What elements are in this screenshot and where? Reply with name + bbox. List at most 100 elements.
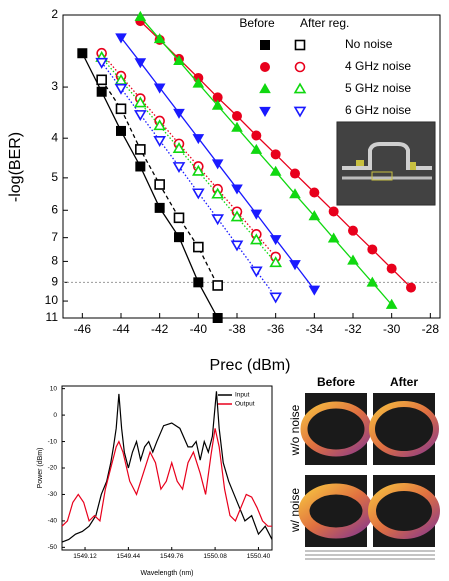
marker xyxy=(173,108,185,119)
marker xyxy=(328,206,339,217)
plot-frame xyxy=(62,14,441,319)
legend-label: No noise xyxy=(345,37,393,51)
marker xyxy=(96,86,107,97)
marker xyxy=(191,164,205,176)
y-tick-label: 7 xyxy=(51,230,58,244)
legend-marker xyxy=(260,62,270,72)
x-tick-label: 1549.76 xyxy=(160,553,184,560)
x-tick-label: -28 xyxy=(422,322,440,336)
series-line xyxy=(81,52,219,319)
series-line xyxy=(61,391,273,543)
x-tick-label: 1549.44 xyxy=(117,553,141,560)
marker xyxy=(154,179,165,190)
marker xyxy=(269,235,282,246)
legend-header: Before xyxy=(239,16,275,30)
marker xyxy=(153,33,166,44)
marker xyxy=(212,280,223,291)
x-tick-label: -36 xyxy=(267,322,285,336)
y-tick-label: 4 xyxy=(51,130,58,144)
plot-frame xyxy=(61,385,273,551)
marker xyxy=(289,260,301,271)
y-tick-label: -50 xyxy=(48,544,58,551)
y-tick-label: -30 xyxy=(48,491,58,498)
marker xyxy=(192,77,205,88)
eye-row-label: w/o noise xyxy=(288,404,302,456)
legend-label: 5 GHz noise xyxy=(345,81,411,95)
marker xyxy=(174,232,184,243)
x-tick-label: -44 xyxy=(112,322,130,336)
y-tick-label: 6 xyxy=(51,202,58,216)
marker xyxy=(230,240,244,252)
x-tick-label: -42 xyxy=(151,322,169,336)
marker xyxy=(309,187,320,198)
eye-row-label: w/ noise xyxy=(288,488,302,533)
x-tick-label: -38 xyxy=(228,322,246,336)
legend-marker xyxy=(260,40,270,50)
eye-column-label: After xyxy=(390,375,418,389)
x-tick-label: -40 xyxy=(190,322,208,336)
marker xyxy=(251,130,262,141)
marker xyxy=(347,254,359,265)
legend-marker xyxy=(294,39,306,51)
series-line xyxy=(101,57,277,264)
marker xyxy=(269,256,283,268)
marker xyxy=(211,187,225,199)
marker xyxy=(154,202,165,213)
marker xyxy=(153,136,167,147)
marker xyxy=(135,144,146,155)
series-line xyxy=(101,52,277,258)
x-tick-label: -30 xyxy=(383,322,401,336)
legend-label: 4 GHz noise xyxy=(345,59,411,73)
marker xyxy=(249,266,263,278)
marker xyxy=(173,212,185,224)
series-line xyxy=(61,428,272,527)
marker xyxy=(115,33,127,44)
x-axis-title: Prec (dBm) xyxy=(210,357,291,374)
marker xyxy=(134,58,147,69)
x-tick-label: -32 xyxy=(344,322,362,336)
x-tick-label: -34 xyxy=(306,322,324,336)
marker xyxy=(193,277,204,288)
marker xyxy=(193,241,204,253)
marker xyxy=(114,83,128,95)
marker xyxy=(289,188,301,199)
marker xyxy=(192,134,205,145)
marker xyxy=(135,161,146,172)
marker xyxy=(211,214,225,226)
marker xyxy=(212,313,223,323)
marker xyxy=(270,149,281,160)
y-tick-label: 3 xyxy=(51,79,58,93)
marker xyxy=(211,99,224,110)
marker xyxy=(116,125,126,136)
marker xyxy=(153,119,167,131)
x-tick-label: 1550.08 xyxy=(203,553,227,560)
marker xyxy=(211,159,224,170)
marker xyxy=(367,244,378,255)
inset-photo xyxy=(336,121,436,206)
marker xyxy=(115,103,127,115)
legend-marker xyxy=(259,83,271,94)
y-tick-label: 5 xyxy=(51,170,58,184)
legend-marker xyxy=(293,106,307,118)
marker xyxy=(134,10,147,21)
marker xyxy=(231,121,243,132)
y-tick-label: 0 xyxy=(53,412,57,419)
legend-marker xyxy=(294,61,306,73)
marker xyxy=(308,210,321,221)
marker xyxy=(366,276,379,287)
marker xyxy=(96,74,107,86)
eye-column-label: Before xyxy=(317,375,355,389)
marker xyxy=(173,54,185,66)
marker xyxy=(153,83,166,94)
marker xyxy=(95,57,109,69)
marker xyxy=(249,233,263,245)
marker xyxy=(231,184,243,195)
marker xyxy=(327,232,340,243)
marker xyxy=(406,282,416,293)
x-tick-label: 1549.12 xyxy=(73,553,97,560)
legend-header: After reg. xyxy=(300,16,349,30)
x-tick-label: -46 xyxy=(74,322,92,336)
marker xyxy=(269,165,282,176)
